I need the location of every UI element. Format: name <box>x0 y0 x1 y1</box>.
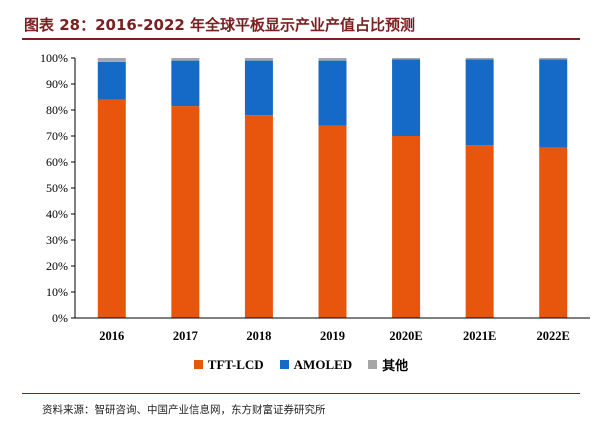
y-tick-label: 90% <box>46 77 68 91</box>
bar-其他-2022e <box>539 58 568 60</box>
y-axis: 0% 10% 20% 30% 40% 50% 60% 70% 80% 90% 100% <box>40 51 76 325</box>
legend-swatch <box>368 360 378 369</box>
bar-tft-lcd-2021e <box>465 145 494 318</box>
x-tick-label: 2022E <box>537 329 570 343</box>
bar-tft-lcd-2020e <box>392 136 421 318</box>
source-note: 资料来源：智研咨询、中国产业信息网，东方财富证券研究所 <box>42 404 326 416</box>
y-tick-label: 20% <box>46 259 68 273</box>
bar-amoled-2019 <box>318 60 347 126</box>
legend-label: TFT-LCD <box>207 356 264 372</box>
bar-tft-lcd-2016 <box>97 99 126 318</box>
bar-amoled-2022e <box>539 59 568 148</box>
bar-amoled-2020e <box>392 59 421 136</box>
bar-其他-2019 <box>318 58 347 61</box>
legend-swatch <box>279 360 289 369</box>
bar-其他-2020e <box>392 58 421 60</box>
y-tick-label: 60% <box>46 155 68 169</box>
y-tick-label: 70% <box>46 129 68 143</box>
stacked-bar-chart: 0%10%20%30%40%50%60%70%80%90%100% 2016 20… <box>40 51 590 343</box>
legend: TFT-LCD AMOLED 其他 <box>0 355 602 374</box>
bar-其他-2017 <box>171 58 200 61</box>
x-tick-label: 2020E <box>389 329 422 343</box>
bar-tft-lcd-2022e <box>539 147 568 318</box>
bar-其他-2016 <box>97 58 126 62</box>
bar-tft-lcd-2017 <box>171 106 200 318</box>
bar-其他-2018 <box>244 58 273 61</box>
x-tick-label: 2017 <box>173 329 198 343</box>
legend-item: 其他 <box>368 355 408 374</box>
title-bar: 图表 28：2016-2022 年全球平板显示产业产值占比预测 <box>22 8 580 40</box>
y-tick-label: 100% <box>40 51 68 65</box>
bar-amoled-2016 <box>97 61 126 100</box>
bars <box>97 58 568 318</box>
legend-label: 其他 <box>382 358 409 373</box>
legend-item: AMOLED <box>279 356 353 373</box>
x-tick-label: 2016 <box>99 329 124 343</box>
x-tick-label: 2021E <box>463 329 496 343</box>
chart-title: 图表 28：2016-2022 年全球平板显示产业产值占比预测 <box>24 16 416 34</box>
x-axis: 2016 2017 2018 2019 2020E 2021E 2022E <box>75 317 590 343</box>
x-tick-label: 2019 <box>320 329 345 343</box>
y-tick-label: 0% <box>52 311 68 325</box>
bar-tft-lcd-2018 <box>244 115 273 318</box>
source-divider <box>22 393 580 394</box>
y-tick-label: 80% <box>46 103 68 117</box>
bar-amoled-2017 <box>171 60 200 107</box>
bar-amoled-2018 <box>244 60 273 116</box>
bar-其他-2021e <box>465 58 494 60</box>
legend-swatch <box>193 360 203 369</box>
y-tick-label: 40% <box>46 207 68 221</box>
legend-item: TFT-LCD <box>193 356 264 373</box>
x-tick-label: 2018 <box>246 329 271 343</box>
y-tick-label: 50% <box>46 181 68 195</box>
y-tick-label: 30% <box>46 233 68 247</box>
legend-label: AMOLED <box>293 356 353 372</box>
bar-amoled-2021e <box>465 59 494 146</box>
y-tick-label: 10% <box>46 285 68 299</box>
bar-tft-lcd-2019 <box>318 125 347 318</box>
